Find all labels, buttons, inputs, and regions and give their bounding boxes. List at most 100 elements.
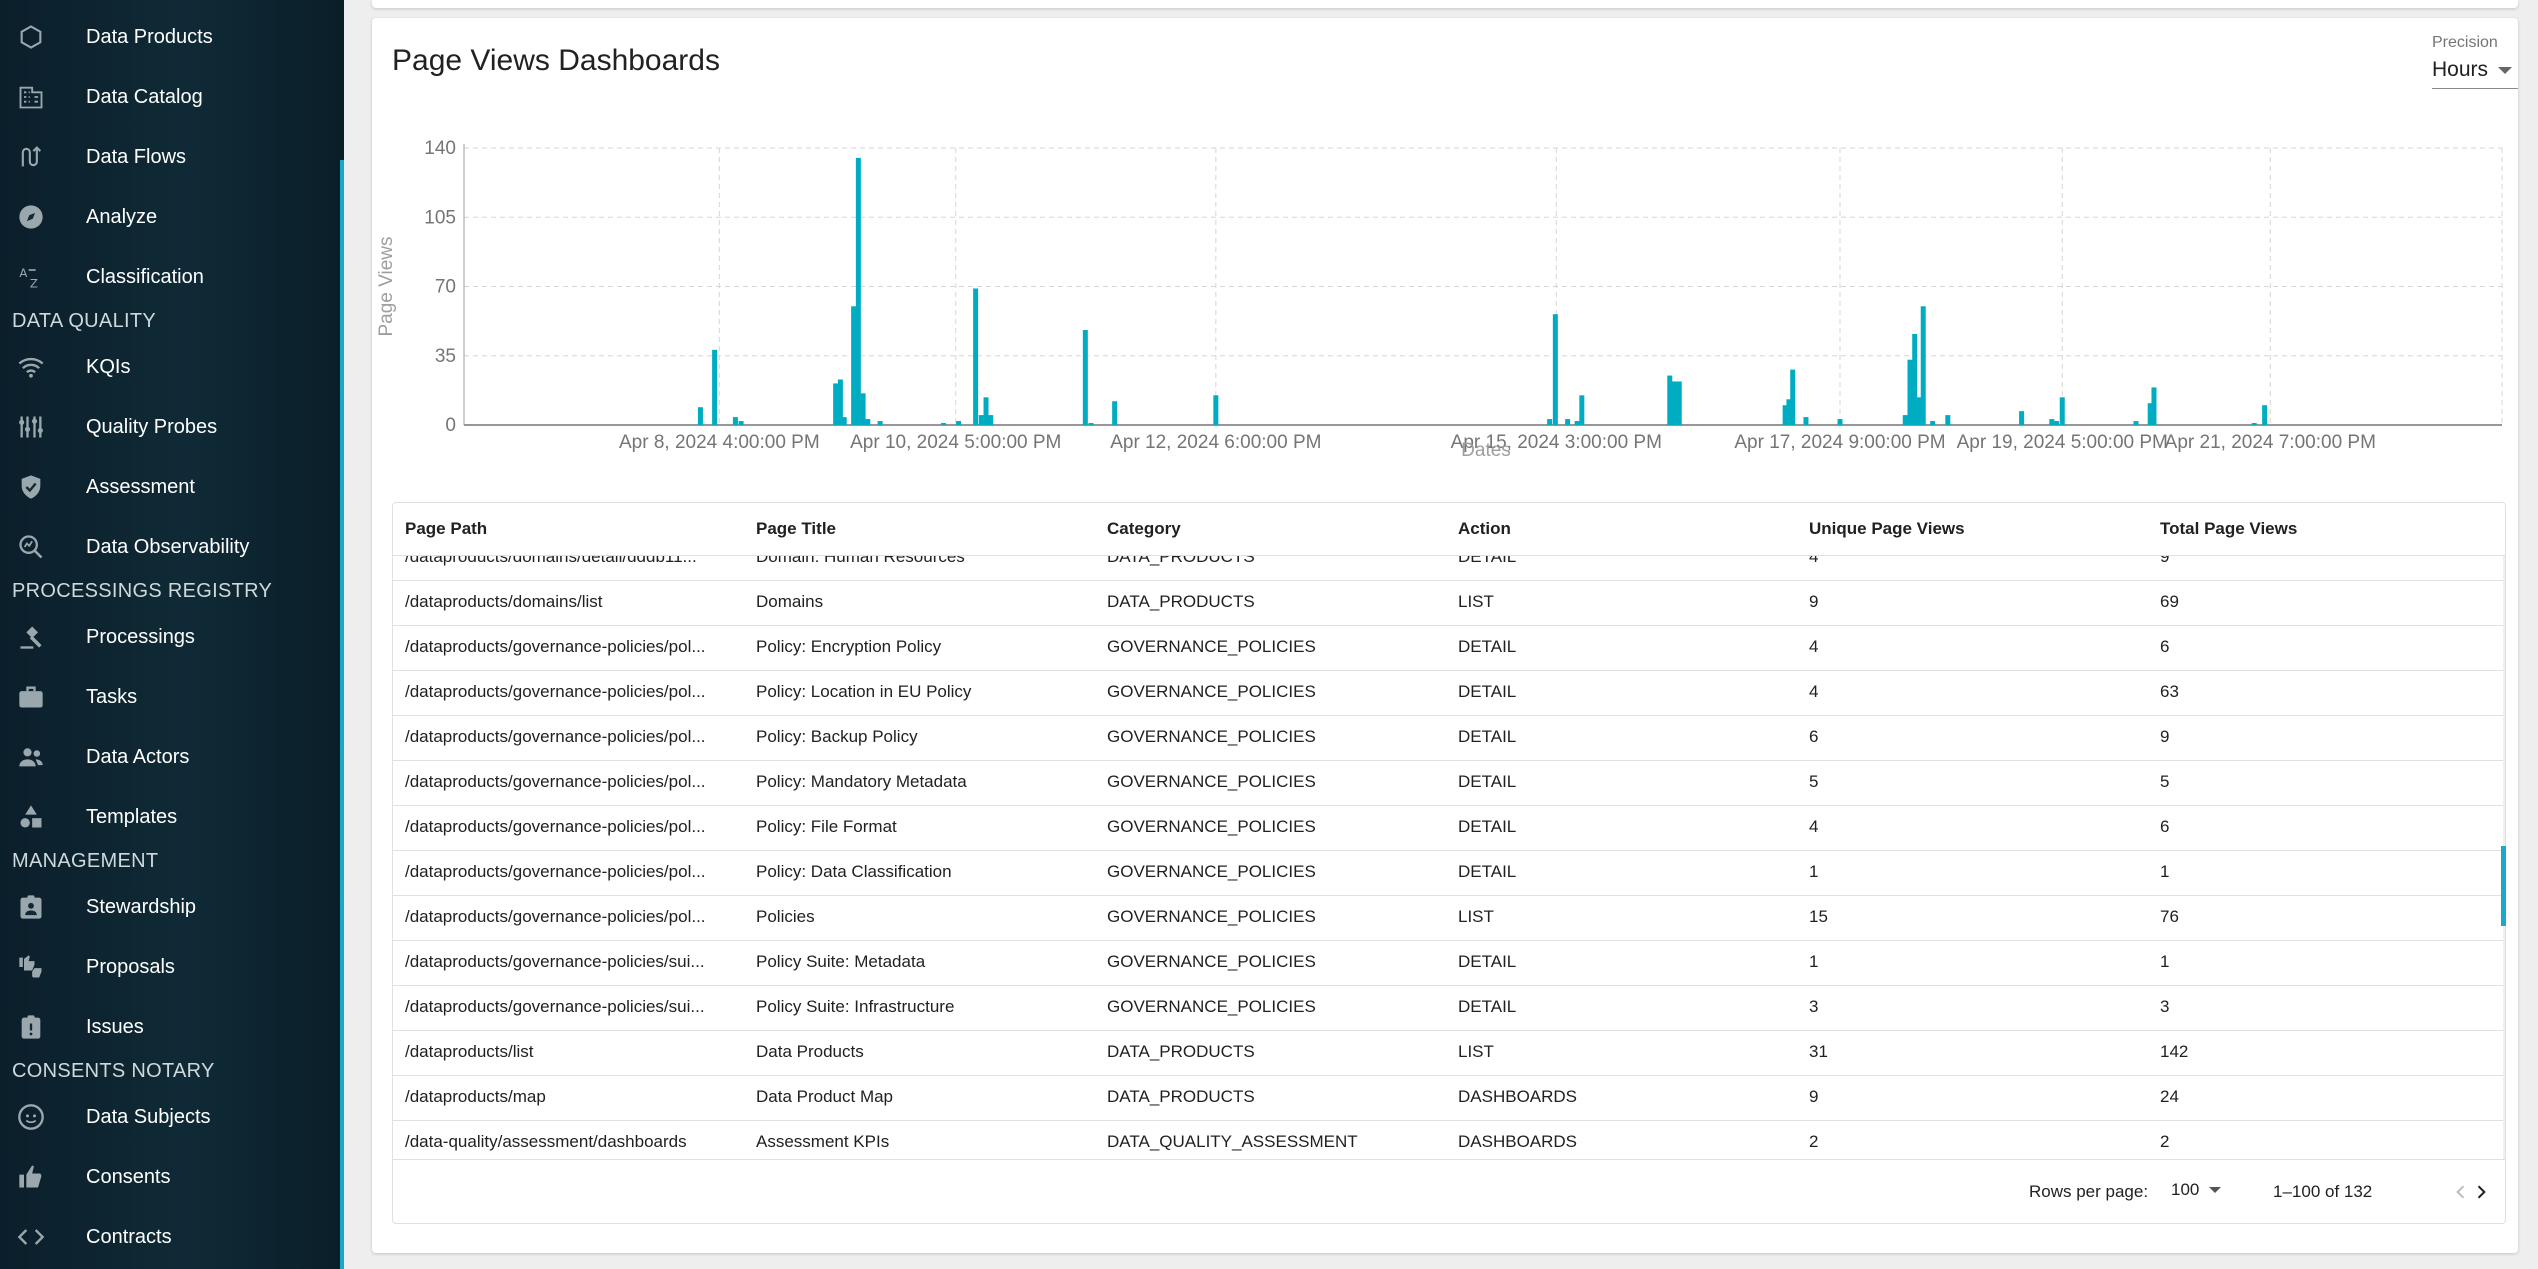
section-processings-registry: PROCESSINGS REGISTRY <box>12 580 273 602</box>
cell-category: GOVERNANCE_POLICIES <box>1107 637 1316 656</box>
rows-per-page-select[interactable]: 100 <box>2171 1180 2222 1200</box>
cell-page-title: Assessment KPIs <box>756 1132 890 1151</box>
chart-bar <box>940 423 946 425</box>
cell-page-title: Data Products <box>756 1042 864 1061</box>
sidebar-item-templates[interactable]: Templates <box>0 787 340 847</box>
sidebar-item-data-products[interactable]: Data Products <box>0 7 340 67</box>
table-row[interactable]: /dataproducts/governance-policies/sui...… <box>393 985 2503 1031</box>
column-header-page-path[interactable]: Page Path <box>405 519 488 538</box>
cell-unique-page-views: 6 <box>1809 727 1819 746</box>
y-axis-title: Page Views <box>376 237 397 337</box>
column-header-unique-page-views[interactable]: Unique Page Views <box>1809 519 1965 538</box>
compass-icon <box>16 202 46 232</box>
table-row[interactable]: /dataproducts/governance-policies/pol...… <box>393 670 2503 716</box>
x-tick-label: Apr 8, 2024 4:00:00 PM <box>619 432 820 453</box>
precision-select-field[interactable]: Precision Hours <box>2432 34 2518 89</box>
cell-unique-page-views: 5 <box>1809 772 1819 791</box>
chart-bar <box>1930 421 1936 425</box>
column-header-total-page-views[interactable]: Total Page Views <box>2160 519 2298 538</box>
chart-bar <box>1945 415 1951 425</box>
column-header-category[interactable]: Category <box>1107 519 1181 538</box>
cell-page-path: /dataproducts/governance-policies/pol... <box>405 907 706 926</box>
sidebar-item-data-observability[interactable]: Data Observability <box>0 517 340 577</box>
sidebar-item-label: Issues <box>86 1015 144 1038</box>
sidebar-item-issues[interactable]: Issues <box>0 997 340 1057</box>
cell-action: DETAIL <box>1458 997 1517 1016</box>
cell-category: GOVERNANCE_POLICIES <box>1107 997 1316 1016</box>
table-row[interactable]: /dataproducts/governance-policies/pol...… <box>393 760 2503 806</box>
sidebar-item-contracts[interactable]: Contracts <box>0 1207 340 1267</box>
cell-action: DETAIL <box>1458 637 1517 656</box>
table-body[interactable]: /dataproducts/domains/detail/dddb11... Do… <box>393 556 2505 1159</box>
cell-page-path: /dataproducts/governance-policies/pol... <box>405 637 706 656</box>
previous-page-button[interactable] <box>2445 1176 2477 1208</box>
x-axis-title: Dates <box>1461 440 1511 461</box>
sidebar-item-assessment[interactable]: Assessment <box>0 457 340 517</box>
cell-category: GOVERNANCE_POLICIES <box>1107 952 1316 971</box>
cell-page-title: Policy: Encryption Policy <box>756 637 942 656</box>
sidebar-item-data-subjects[interactable]: Data Subjects <box>0 1087 340 1147</box>
sidebar-item-consents[interactable]: Consents <box>0 1147 340 1207</box>
rows-per-page-label: Rows per page: <box>2029 1182 2149 1201</box>
chart-svg: 0 35 70 105 140 Apr 8, 2024 4:00:00 PM Apr 10,… <box>376 138 2503 461</box>
cell-action: DASHBOARDS <box>1458 1087 1578 1106</box>
chart-bar <box>1088 423 1094 425</box>
cell-category: GOVERNANCE_POLICIES <box>1107 772 1316 791</box>
chevron-down-icon <box>2209 1187 2222 1193</box>
table-row[interactable]: /dataproducts/governance-policies/pol...… <box>393 850 2503 896</box>
pagination-range: 1–100 of 132 <box>2273 1182 2373 1201</box>
column-header-action[interactable]: Action <box>1458 519 1511 538</box>
table-scrollbar-thumb[interactable] <box>2501 846 2506 926</box>
sidebar-item-label: Analyze <box>86 205 158 228</box>
flow-icon <box>16 142 46 172</box>
cell-category: DATA_PRODUCTS <box>1107 1087 1255 1106</box>
sidebar-item-processings[interactable]: Processings <box>0 607 340 667</box>
table-row[interactable]: /dataproducts/governance-policies/pol...… <box>393 625 2503 671</box>
sidebar-item-data-catalog[interactable]: Data Catalog <box>0 67 340 127</box>
column-header-page-title[interactable]: Page Title <box>756 519 836 538</box>
hexagon-icon <box>16 22 46 52</box>
table-row[interactable]: /data-quality/assessment/dashboards Asses… <box>393 1120 2503 1159</box>
table-row[interactable]: /dataproducts/domains/list Domains DATA_PR… <box>393 580 2503 626</box>
section-management: MANAGEMENT <box>12 850 159 872</box>
sidebar-item-label: Consents <box>86 1165 171 1188</box>
chart-bar <box>851 306 857 425</box>
sidebar-item-stewardship[interactable]: Stewardship <box>0 877 340 937</box>
sidebar-item-quality-probes[interactable]: Quality Probes <box>0 397 340 457</box>
cell-total-page-views: 1 <box>2160 862 2170 881</box>
table-row[interactable]: /dataproducts/map Data Product Map DATA_PR… <box>393 1075 2503 1121</box>
sidebar-item-label: Assessment <box>86 475 195 498</box>
sidebar-item-label: Stewardship <box>86 895 197 918</box>
cell-page-path: /dataproducts/governance-policies/pol... <box>405 682 706 701</box>
sidebar-item-label: Contracts <box>86 1225 172 1248</box>
sidebar-item-analyze[interactable]: Analyze <box>0 187 340 247</box>
sidebar-item-data-actors[interactable]: Data Actors <box>0 727 340 787</box>
chart-bar <box>1837 419 1843 425</box>
sidebar-item-label: Data Flows <box>86 145 187 168</box>
sidebar-item-tasks[interactable]: Tasks <box>0 667 340 727</box>
table-row[interactable]: /dataproducts/governance-policies/pol...… <box>393 715 2503 761</box>
sidebar-item-proposals[interactable]: Proposals <box>0 937 340 997</box>
sidebar-item-kqis[interactable]: KQIs <box>0 337 340 397</box>
svg-text:A: A <box>19 266 27 280</box>
table-row[interactable]: /dataproducts/list Data Products DATA_PROD… <box>393 1030 2503 1076</box>
cell-category: GOVERNANCE_POLICIES <box>1107 907 1316 926</box>
page-views-chart: 0 35 70 105 140 Apr 8, 2024 4:00:00 PM Apr 10,… <box>372 118 2518 498</box>
table-row[interactable]: /dataproducts/governance-policies/pol...… <box>393 895 2503 941</box>
chart-bar <box>860 393 866 425</box>
next-page-button[interactable] <box>2465 1176 2497 1208</box>
shapes-icon <box>16 802 46 832</box>
precision-select[interactable]: Hours <box>2432 58 2518 89</box>
cell-unique-page-views: 1 <box>1809 952 1819 971</box>
x-tick-label: Apr 10, 2024 5:00:00 PM <box>850 432 1061 453</box>
table-row[interactable]: /dataproducts/domains/detail/dddb11... Do… <box>393 556 2503 581</box>
sidebar-item-data-flows[interactable]: Data Flows <box>0 127 340 187</box>
table-row[interactable]: /dataproducts/governance-policies/pol...… <box>393 805 2503 851</box>
table-row[interactable]: /dataproducts/governance-policies/sui...… <box>393 940 2503 986</box>
section-consents-notary: CONSENTS NOTARY <box>12 1060 215 1082</box>
sidebar-scroll-indicator[interactable] <box>340 160 344 1269</box>
cell-total-page-views: 9 <box>2160 727 2170 746</box>
chart-bar <box>1574 421 1580 425</box>
precision-value: Hours <box>2432 58 2489 81</box>
